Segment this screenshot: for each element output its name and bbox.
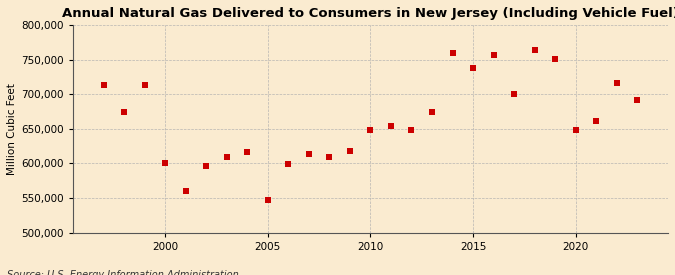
Point xyxy=(242,150,252,154)
Point xyxy=(529,48,540,52)
Point xyxy=(632,98,643,102)
Point xyxy=(468,66,479,70)
Point xyxy=(304,152,315,157)
Text: Source: U.S. Energy Information Administration: Source: U.S. Energy Information Administ… xyxy=(7,271,238,275)
Point xyxy=(200,164,211,168)
Point xyxy=(570,128,581,133)
Y-axis label: Million Cubic Feet: Million Cubic Feet xyxy=(7,83,17,175)
Point xyxy=(509,92,520,96)
Point xyxy=(283,162,294,166)
Point xyxy=(160,161,171,165)
Point xyxy=(324,154,335,159)
Point xyxy=(365,127,376,132)
Point xyxy=(591,119,601,123)
Point xyxy=(263,198,273,202)
Title: Annual Natural Gas Delivered to Consumers in New Jersey (Including Vehicle Fuel): Annual Natural Gas Delivered to Consumer… xyxy=(62,7,675,20)
Point xyxy=(98,82,109,87)
Point xyxy=(549,57,560,61)
Point xyxy=(180,189,191,193)
Point xyxy=(119,109,130,114)
Point xyxy=(221,154,232,159)
Point xyxy=(488,53,499,57)
Point xyxy=(385,124,396,128)
Point xyxy=(344,149,355,153)
Point xyxy=(139,83,150,87)
Point xyxy=(612,81,622,86)
Point xyxy=(447,51,458,55)
Point xyxy=(427,109,437,114)
Point xyxy=(406,128,417,133)
